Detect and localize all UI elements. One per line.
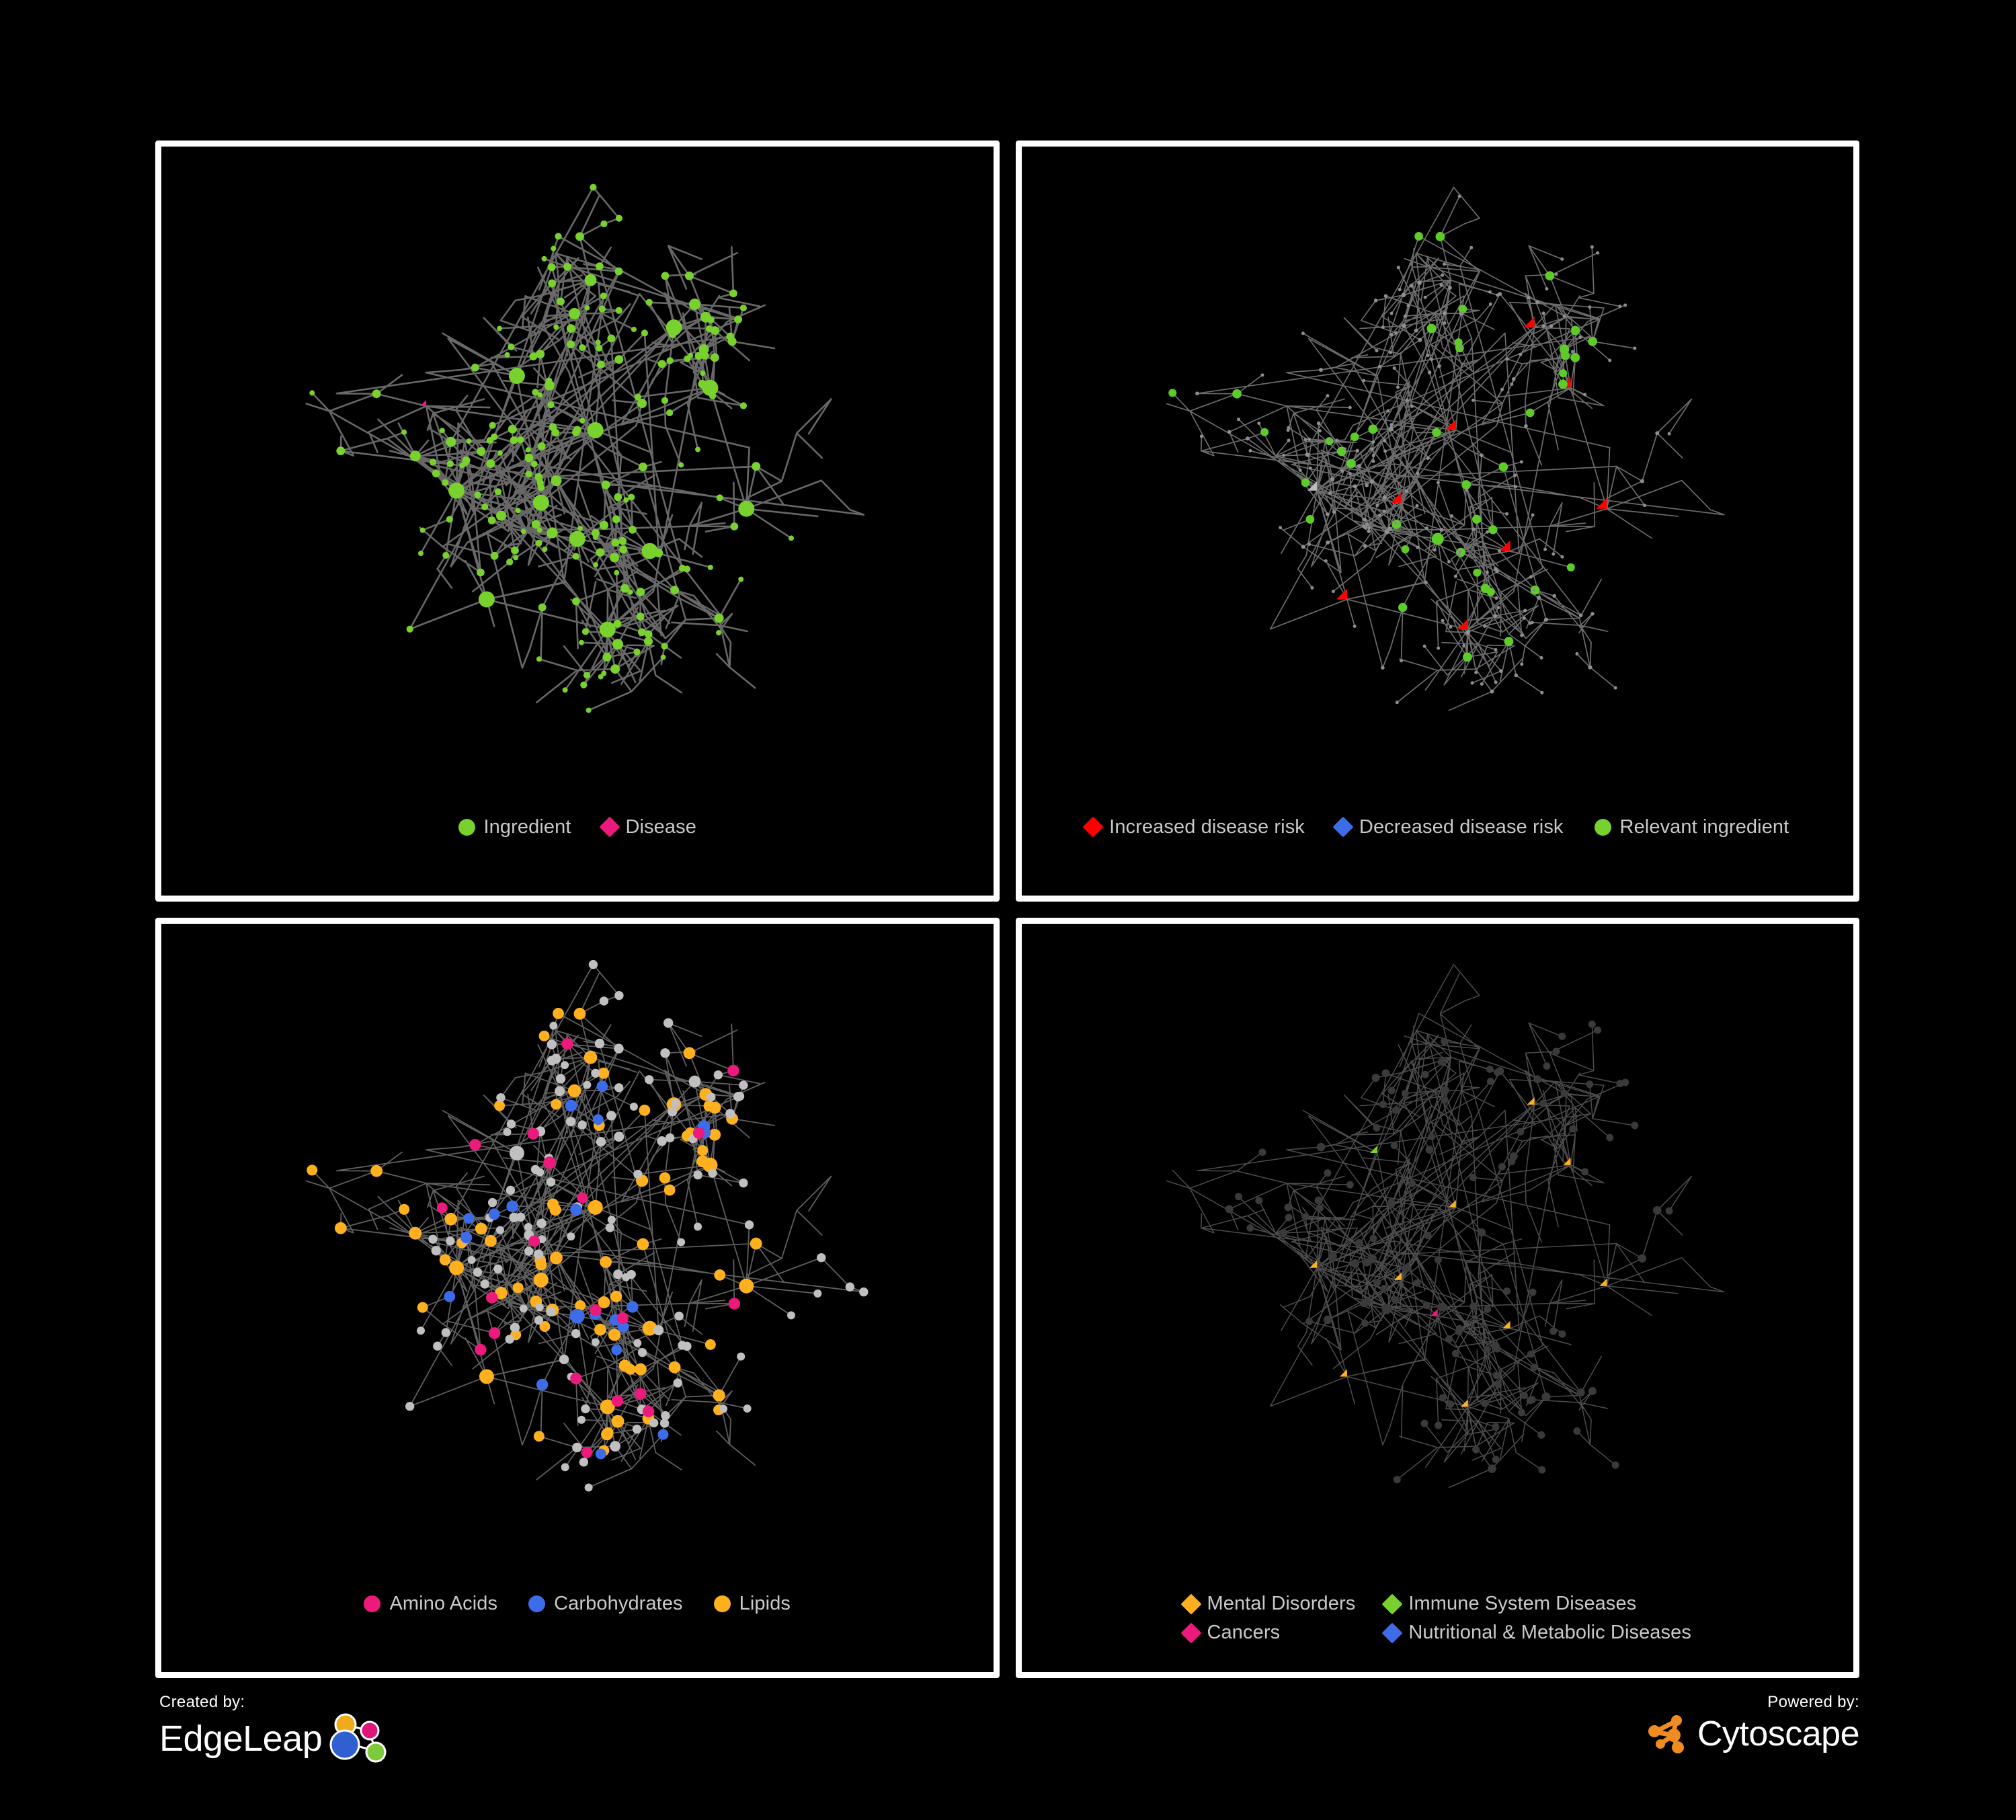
legend-label: Nutritional & Metabolic Diseases — [1408, 1622, 1691, 1643]
legend-item: Nutritional & Metabolic Diseases — [1381, 1622, 1691, 1644]
legend-item: Increased disease risk — [1082, 816, 1305, 838]
legend-item: Cancers — [1180, 1622, 1281, 1644]
legend-items-2: Increased disease risk Decreased disease … — [1082, 816, 1789, 838]
legend-item: Lipids — [713, 1593, 791, 1614]
legend-label: Immune System Diseases — [1408, 1593, 1637, 1614]
panel-ingredient-class-network[interactable]: Amino Acids Carbohydrates Lipids — [155, 917, 1000, 1678]
footer: Created by: EdgeLeap — [155, 1694, 1861, 1820]
edgeleap-node-cluster-icon — [329, 1713, 393, 1764]
legend-label: Amino Acids — [389, 1593, 498, 1614]
legend-items-4: Mental Disorders Immune System Diseases Ca… — [1180, 1593, 1691, 1644]
edgeleap-logo: EdgeLeap — [159, 1713, 393, 1764]
legend-1: Ingredient Disease — [161, 811, 994, 896]
legend-3: Amino Acids Carbohydrates Lipids — [161, 1587, 994, 1672]
legend-label: Carbohydrates — [554, 1593, 683, 1614]
legend-label: Cancers — [1207, 1622, 1281, 1643]
diamond-swatch-icon — [1180, 1593, 1202, 1615]
cytoscape-wordmark: Cytoscape — [1697, 1714, 1860, 1753]
edgeleap-credit[interactable]: Created by: EdgeLeap — [159, 1694, 393, 1764]
legend-2: Increased disease risk Decreased disease … — [1022, 811, 1854, 896]
legend-item: Disease — [598, 816, 696, 838]
circle-swatch-icon — [364, 1595, 381, 1612]
circle-swatch-icon — [713, 1595, 731, 1612]
circle-swatch-icon — [458, 818, 475, 836]
legend-4: Mental Disorders Immune System Diseases Ca… — [1022, 1587, 1854, 1672]
network-canvas-1[interactable] — [161, 147, 994, 811]
powered-by-label: Powered by: — [1767, 1693, 1859, 1711]
legend-item: Amino Acids — [364, 1594, 497, 1614]
legend-label: Ingredient — [483, 816, 571, 838]
cytoscape-credit[interactable]: Powered by: — [1646, 1693, 1860, 1755]
diamond-swatch-icon — [598, 816, 620, 838]
legend-label: Increased disease risk — [1109, 816, 1305, 838]
legend-label: Mental Disorders — [1207, 1593, 1356, 1614]
panel-ingredient-disease-network[interactable]: Ingredient Disease — [155, 141, 1000, 902]
panel-grid: Ingredient Disease Increased disease risk… — [155, 141, 1859, 1678]
legend-item: Relevant ingredient — [1594, 816, 1789, 838]
legend-item: Carbohydrates — [528, 1594, 683, 1614]
network-canvas-2[interactable] — [1022, 147, 1854, 811]
panel-disease-risk-network[interactable]: Increased disease risk Decreased disease … — [1015, 141, 1859, 902]
diamond-swatch-icon — [1381, 1593, 1403, 1615]
legend-label: Lipids — [739, 1593, 791, 1614]
legend-label: Disease — [625, 816, 696, 838]
diamond-swatch-icon — [1381, 1622, 1403, 1644]
legend-items-3: Amino Acids Carbohydrates Lipids — [364, 1594, 791, 1614]
created-by-label: Created by: — [159, 1693, 245, 1711]
edgeleap-wordmark: EdgeLeap — [159, 1718, 323, 1759]
network-canvas-3[interactable] — [161, 923, 994, 1588]
legend-item: Mental Disorders — [1180, 1593, 1356, 1615]
legend-item: Decreased disease risk — [1332, 816, 1564, 838]
legend-item: Ingredient — [458, 816, 571, 838]
cytoscape-logo: Cytoscape — [1646, 1713, 1860, 1755]
diamond-swatch-icon — [1332, 816, 1354, 838]
cytoscape-icon — [1646, 1713, 1691, 1755]
legend-label: Relevant ingredient — [1619, 816, 1789, 838]
diamond-swatch-icon — [1180, 1622, 1202, 1644]
circle-swatch-icon — [528, 1595, 546, 1612]
legend-item: Immune System Diseases — [1381, 1593, 1637, 1615]
network-canvas-4[interactable] — [1022, 923, 1854, 1588]
diamond-swatch-icon — [1082, 816, 1104, 838]
panel-disease-class-network[interactable]: Mental Disorders Immune System Diseases Ca… — [1015, 917, 1859, 1678]
circle-swatch-icon — [1594, 818, 1611, 836]
legend-items-1: Ingredient Disease — [458, 816, 696, 838]
legend-label: Decreased disease risk — [1359, 816, 1564, 838]
